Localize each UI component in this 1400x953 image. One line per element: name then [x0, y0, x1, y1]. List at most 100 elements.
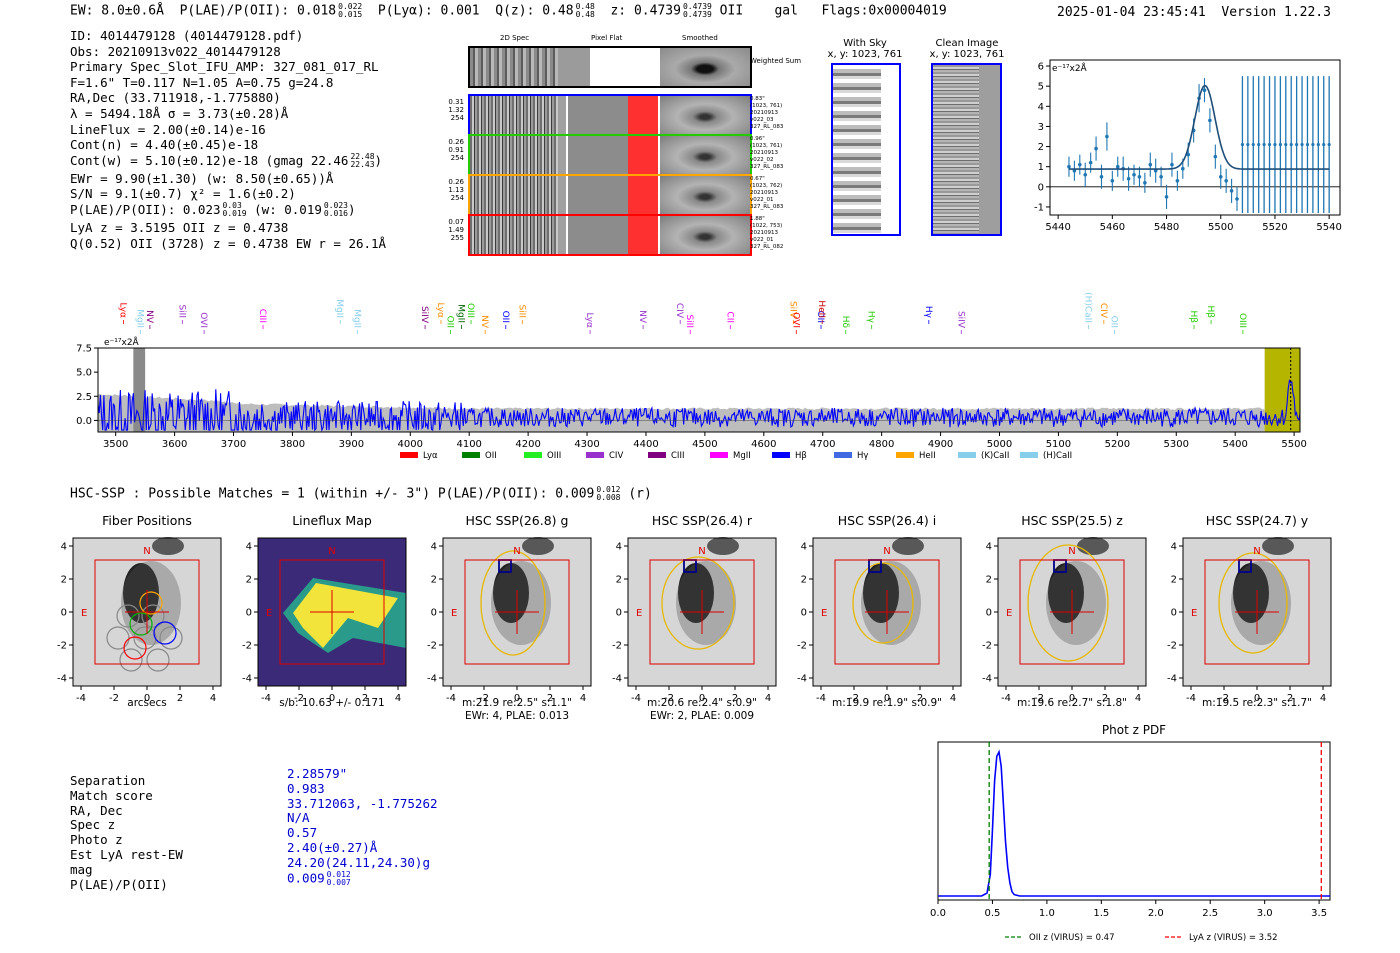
spectrum-x-tick-label: 4400	[633, 439, 658, 450]
cutout-right-value: 0.67"	[750, 176, 765, 182]
zoom-bad-point	[1257, 142, 1261, 147]
cutout-left-value: 0.26	[448, 178, 464, 186]
spectrum-line-label: Hγ	[866, 311, 876, 324]
hsc-aperture-ellipse	[1218, 552, 1288, 654]
hsc-y-tick-label: -2	[612, 641, 622, 652]
info-primary: Primary Spec_Slot_IFU_AMP: 327_081_017_R…	[70, 59, 379, 75]
hsc-east-label: E	[1006, 608, 1012, 619]
hsc-x-tick-label: 0	[329, 693, 335, 704]
hsc-y-tick-label: 2	[61, 575, 67, 586]
cutout-title-smoothed: Smoothed	[682, 34, 718, 42]
hsc-east-label: E	[451, 608, 457, 619]
hsc-panel-caption: m:19.6 re:2.7" s:1.8"	[1017, 697, 1127, 709]
header-plae-sub: 0.015	[338, 10, 363, 19]
hsc-x-tick-label: 2	[547, 693, 553, 704]
cutout-left-value: 1.49	[448, 226, 464, 234]
lineflux-peak	[293, 583, 398, 648]
spectrum-x-tick-label: 5200	[1105, 439, 1130, 450]
hsc-y-tick-label: 4	[431, 542, 437, 553]
match-label-plae: P(LAE)/P(OII)	[70, 876, 168, 892]
hsc-y-tick-label: 2	[246, 575, 252, 586]
zoom-y-tick-label: -1	[1034, 202, 1044, 213]
cutout-row-left-stats: 0.26 0.91 254	[446, 138, 464, 162]
legend-swatch	[710, 452, 728, 458]
hsc-y-tick-label: 2	[616, 575, 622, 586]
hsc-x-tick-label: -2	[1034, 693, 1044, 704]
ws-2dspec	[470, 48, 558, 86]
cutout-bad-column	[628, 136, 658, 174]
hsc-headline-sup: 0.012	[596, 485, 621, 494]
hsc-east-label: E	[636, 608, 642, 619]
hsc-galaxy	[1233, 563, 1269, 623]
match-values: 2.28579" 0.983 33.712063, -1.775262 N/A …	[287, 766, 438, 887]
legend-label: (H)CaII	[1043, 451, 1072, 461]
hsc-panel-7: N E -4 -4 -2 -2 0 0 2 2 4 4	[1167, 537, 1332, 704]
hsc-panel-title: HSC SSP(25.5) z	[1021, 513, 1123, 528]
cutout-row-right-info: 0.96" (1023, 761) 20210913 v022_02 327_RL_08…	[750, 136, 783, 171]
cutout-right-value: 0.96"	[750, 136, 765, 142]
hsc-x-tick-label: -2	[849, 693, 859, 704]
info-contw-sub: 22.43	[350, 160, 375, 170]
legend-swatch	[958, 452, 976, 458]
header-qz-sup: 0.48	[575, 2, 595, 11]
match-value-score: 0.983	[287, 780, 325, 796]
info-plae-w-sup: 0.023	[323, 201, 348, 211]
spectrum-x-tick-label: 3700	[221, 439, 246, 450]
spectrum-x-tick-label: 4200	[515, 439, 540, 450]
cutout-right-value: v022_02	[750, 157, 774, 163]
cutout-right-value: v022_03	[750, 117, 774, 123]
zoom-bad-point	[1262, 142, 1266, 147]
hsc-panels: Fiber Positions N E -4 -4 -2 -2 0 0 2 2 4 4 arcsecs Li…	[0, 510, 1400, 725]
hsc-panel-6: N E -4 -4 -2 -2 0 0 2 2 4 4	[982, 537, 1147, 704]
cutout-title-2dspec: 2D Spec	[500, 34, 530, 42]
hsc-east-label: E	[266, 608, 272, 619]
info-contw-end: )	[374, 152, 383, 168]
match-labels: Separation Match score RA, Dec Spec z Ph…	[70, 773, 183, 892]
zoom-bad-point	[1311, 142, 1315, 147]
spectrum-line-label: SiII	[176, 304, 186, 318]
hsc-galaxy	[863, 563, 899, 623]
zoom-data-point	[1143, 180, 1147, 185]
cutout-row-right-info: 0.83" (1023, 761) 20210913 v022_03 327_RL_08…	[750, 96, 783, 131]
header-z-sub: 0.4739	[682, 10, 712, 19]
zoom-bad-point	[1267, 142, 1272, 147]
cutout-row-right-info: 0.67" (1023, 762) 20210913 v022_01 327_RL_08…	[750, 176, 783, 211]
hsc-x-tick-label: 0	[699, 693, 705, 704]
legend-label: Hγ	[857, 451, 868, 461]
cutout-right-value: 0.83"	[750, 96, 765, 102]
spectrum-x-tick-label: 5400	[1222, 439, 1247, 450]
hsc-galaxy-halo	[676, 561, 736, 645]
clean-image	[931, 63, 1002, 236]
hsc-panel-1: N E -4 -4 -2 -2 0 0 2 2 4 4	[57, 537, 222, 704]
hsc-aperture-ellipse	[480, 550, 546, 656]
cutout-right-value: 1.88"	[750, 216, 765, 222]
match-plae-sup: 0.012	[326, 869, 351, 879]
hsc-galaxy-halo	[121, 561, 181, 645]
spectrum-line-label: Hβ	[1188, 310, 1198, 323]
match-label-separation: Separation	[70, 773, 146, 788]
cutout-right-value: 327_RL_083	[750, 204, 784, 210]
hsc-x-tick-label: 2	[177, 693, 183, 704]
cutout-bad-column	[628, 176, 658, 214]
hsc-y-tick-label: -2	[1167, 641, 1177, 652]
hsc-x-tick-label: 0	[1254, 693, 1260, 704]
hsc-x-tick-label: 0	[1069, 693, 1075, 704]
cutout-pixelflat	[568, 216, 628, 254]
hsc-north-label: N	[1068, 546, 1075, 557]
cutout-smoothed	[660, 176, 750, 214]
match-label-mag: mag	[70, 861, 93, 877]
spectrum-line-label: MgII	[134, 309, 144, 328]
legend-label: HeII	[919, 451, 936, 461]
match-value-specz: N/A	[287, 810, 310, 826]
cutout-bad-column	[628, 96, 658, 134]
hsc-headline-sub: 0.008	[596, 493, 621, 502]
info-sn: S/N = 9.1(±0.7) χ² = 1.6(±0.2)	[70, 186, 296, 202]
spectrum-line-label: OVI	[198, 312, 208, 328]
info-contw-sup: 22.48	[350, 152, 375, 162]
hsc-neighbor	[707, 537, 739, 555]
spectrum-line-label: OVI	[790, 312, 800, 328]
spectrum-x-tick-label: 4800	[869, 439, 894, 450]
ws-smoothed	[660, 48, 750, 86]
cutout-right-value: 20210913	[750, 230, 778, 236]
hsc-neighbor	[1262, 537, 1294, 555]
